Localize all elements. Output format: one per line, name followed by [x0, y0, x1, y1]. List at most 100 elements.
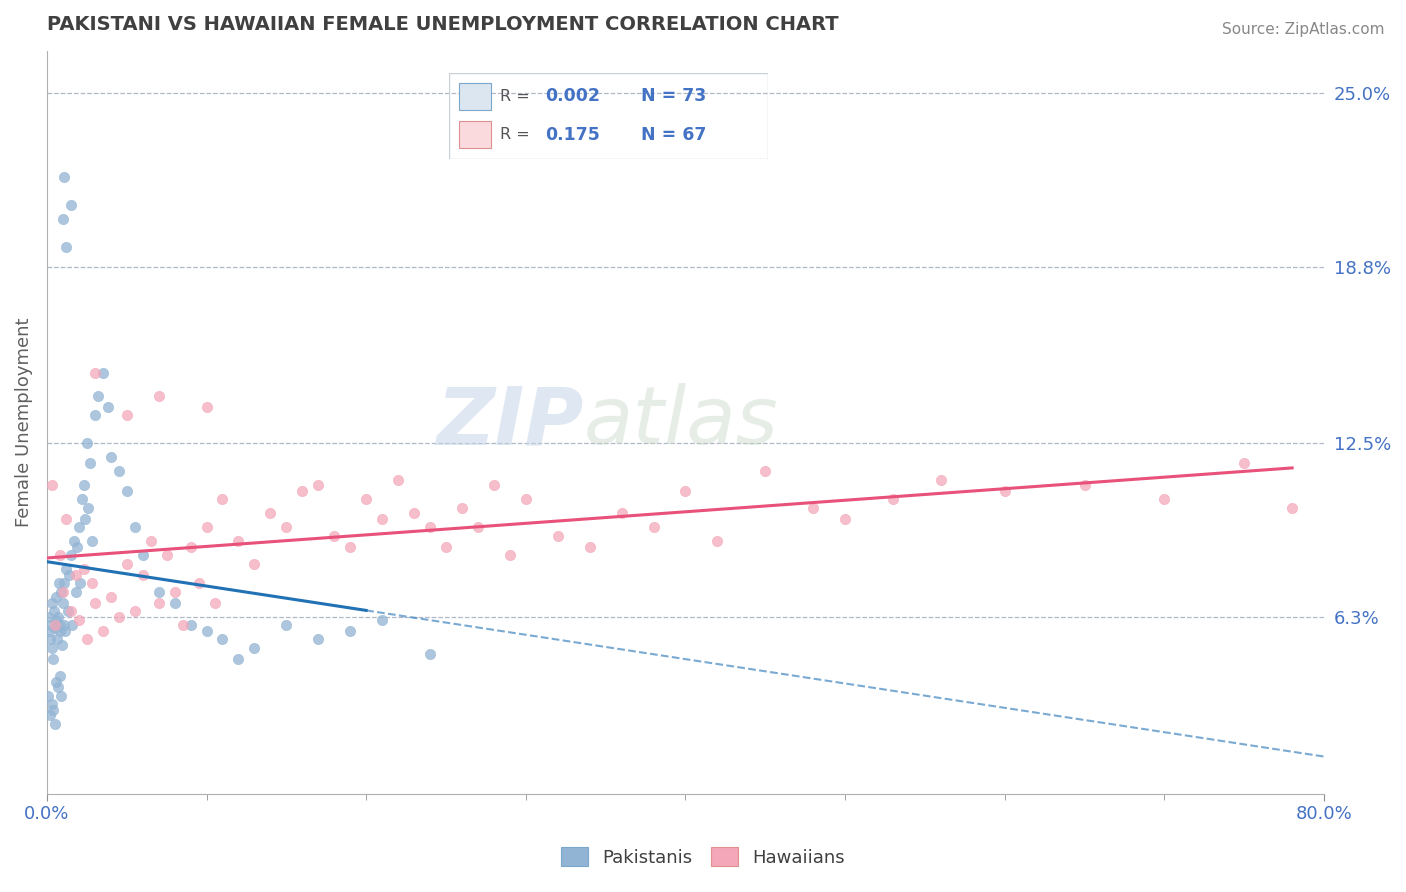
Point: [1233, 456, 1256, 470]
Point: [83, 409, 105, 423]
Point: [80, 576, 103, 591]
Legend: Pakistanis, Hawaiians: Pakistanis, Hawaiians: [554, 840, 852, 874]
Point: [45, 674, 67, 689]
Point: [243, 640, 266, 655]
Point: [148, 596, 170, 610]
Point: [41, 596, 63, 610]
Point: [56, 605, 79, 619]
Point: [547, 529, 569, 543]
Point: [49, 618, 72, 632]
Point: [643, 520, 665, 534]
Point: [38, 624, 60, 639]
Point: [51, 689, 73, 703]
Point: [195, 624, 218, 639]
Point: [1153, 492, 1175, 507]
Point: [195, 520, 218, 534]
Point: [929, 473, 952, 487]
Point: [259, 507, 281, 521]
Point: [44, 618, 66, 632]
Point: [39, 632, 62, 647]
Point: [59, 605, 82, 619]
Point: [834, 512, 856, 526]
Point: [41, 697, 63, 711]
Point: [66, 540, 89, 554]
Point: [276, 520, 298, 534]
Point: [42, 605, 65, 619]
Point: [83, 596, 105, 610]
Point: [91, 366, 114, 380]
Point: [100, 450, 122, 465]
Point: [211, 492, 233, 507]
Point: [148, 585, 170, 599]
Point: [69, 576, 91, 591]
Point: [39, 618, 62, 632]
Point: [156, 549, 179, 563]
Point: [451, 500, 474, 515]
Point: [163, 585, 186, 599]
Point: [754, 464, 776, 478]
Point: [228, 652, 250, 666]
Point: [124, 605, 146, 619]
Point: [53, 624, 76, 639]
Point: [107, 464, 129, 478]
Point: [115, 409, 138, 423]
Point: [402, 507, 425, 521]
Point: [65, 585, 87, 599]
Point: [70, 492, 93, 507]
Point: [115, 557, 138, 571]
Point: [291, 483, 314, 498]
Point: [354, 492, 377, 507]
Point: [172, 618, 194, 632]
Point: [41, 478, 63, 492]
Point: [72, 478, 94, 492]
Point: [100, 591, 122, 605]
Point: [79, 456, 101, 470]
Point: [180, 540, 202, 554]
Point: [42, 702, 65, 716]
Point: [610, 507, 633, 521]
Point: [434, 540, 457, 554]
Point: [53, 576, 76, 591]
Point: [124, 520, 146, 534]
Point: [62, 618, 84, 632]
Point: [163, 596, 186, 610]
Point: [45, 613, 67, 627]
Point: [53, 169, 76, 184]
Point: [77, 500, 100, 515]
Point: [107, 610, 129, 624]
Point: [675, 483, 697, 498]
Point: [148, 389, 170, 403]
Point: [52, 212, 75, 227]
Point: [204, 596, 226, 610]
Point: [515, 492, 537, 507]
Point: [371, 512, 394, 526]
Point: [139, 534, 162, 549]
Point: [55, 512, 77, 526]
Point: [48, 624, 70, 639]
Point: [55, 562, 77, 576]
Point: [801, 500, 824, 515]
Point: [58, 568, 80, 582]
Point: [228, 534, 250, 549]
Point: [51, 638, 73, 652]
Point: [76, 632, 98, 647]
Point: [115, 483, 138, 498]
Point: [994, 483, 1017, 498]
Point: [75, 512, 97, 526]
Point: [67, 520, 90, 534]
Point: [80, 534, 103, 549]
Point: [467, 520, 489, 534]
Point: [45, 591, 67, 605]
Point: [48, 576, 70, 591]
Point: [65, 568, 87, 582]
Point: [96, 400, 118, 414]
Point: [48, 549, 70, 563]
Point: [46, 680, 69, 694]
Point: [419, 647, 441, 661]
Point: [87, 389, 110, 403]
Point: [55, 240, 77, 254]
Point: [59, 198, 82, 212]
Point: [59, 549, 82, 563]
Point: [371, 613, 394, 627]
Point: [46, 632, 69, 647]
